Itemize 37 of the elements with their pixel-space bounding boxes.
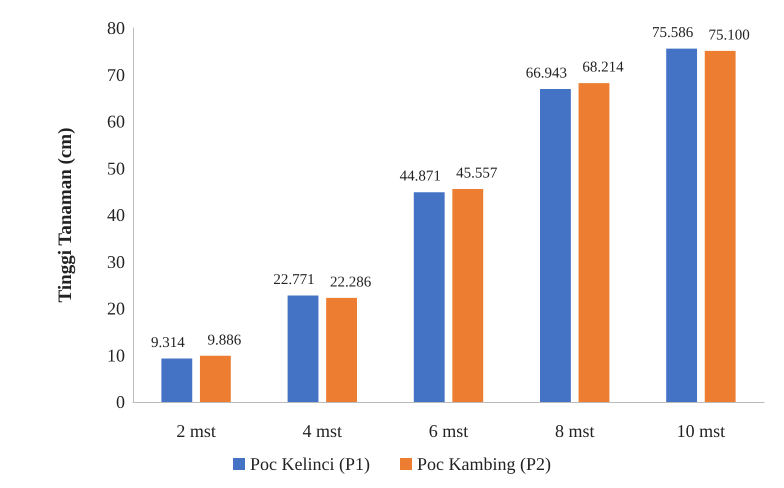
y-tick-label: 80 bbox=[107, 18, 125, 38]
x-tick-label: 8 mst bbox=[554, 421, 594, 441]
data-label: 44.871 bbox=[400, 168, 441, 185]
x-tick-label: 2 mst bbox=[176, 421, 216, 441]
bar bbox=[414, 192, 445, 402]
data-label: 75.586 bbox=[652, 25, 694, 42]
y-tick-label: 60 bbox=[107, 112, 125, 132]
data-label: 9.886 bbox=[208, 332, 242, 348]
x-tick-label: 10 mst bbox=[676, 421, 726, 441]
bar bbox=[540, 89, 571, 402]
data-label: 66.943 bbox=[526, 66, 568, 82]
y-tick-label: 50 bbox=[107, 158, 125, 178]
data-label: 68.214 bbox=[582, 60, 624, 76]
y-tick-label: 20 bbox=[107, 298, 125, 318]
y-axis-title: Tinggi Tanaman (cm) bbox=[55, 128, 76, 302]
y-tick-label: 0 bbox=[116, 392, 125, 412]
data-label: 22.771 bbox=[273, 272, 315, 288]
bar bbox=[704, 50, 736, 402]
x-tick-label: 6 mst bbox=[428, 421, 468, 441]
data-label: 75.100 bbox=[708, 27, 750, 44]
y-tick-label: 40 bbox=[107, 205, 125, 225]
bar bbox=[452, 189, 484, 402]
bar bbox=[326, 298, 358, 402]
data-label: 45.557 bbox=[456, 166, 498, 182]
bar bbox=[666, 48, 698, 402]
data-label: 22.286 bbox=[330, 274, 372, 290]
legend-label: Poc Kambing (P2) bbox=[416, 454, 551, 474]
y-tick-label: 30 bbox=[107, 252, 125, 272]
legend-label: Poc Kelinci (P1) bbox=[250, 454, 370, 474]
x-tick-label: 4 mst bbox=[302, 421, 342, 441]
y-tick-label: 70 bbox=[107, 64, 125, 85]
y-tick-label: 10 bbox=[107, 345, 125, 366]
bar bbox=[161, 358, 192, 402]
bar bbox=[200, 356, 231, 402]
data-label: 9.314 bbox=[150, 334, 186, 351]
bar bbox=[288, 296, 318, 402]
bar bbox=[578, 83, 610, 402]
